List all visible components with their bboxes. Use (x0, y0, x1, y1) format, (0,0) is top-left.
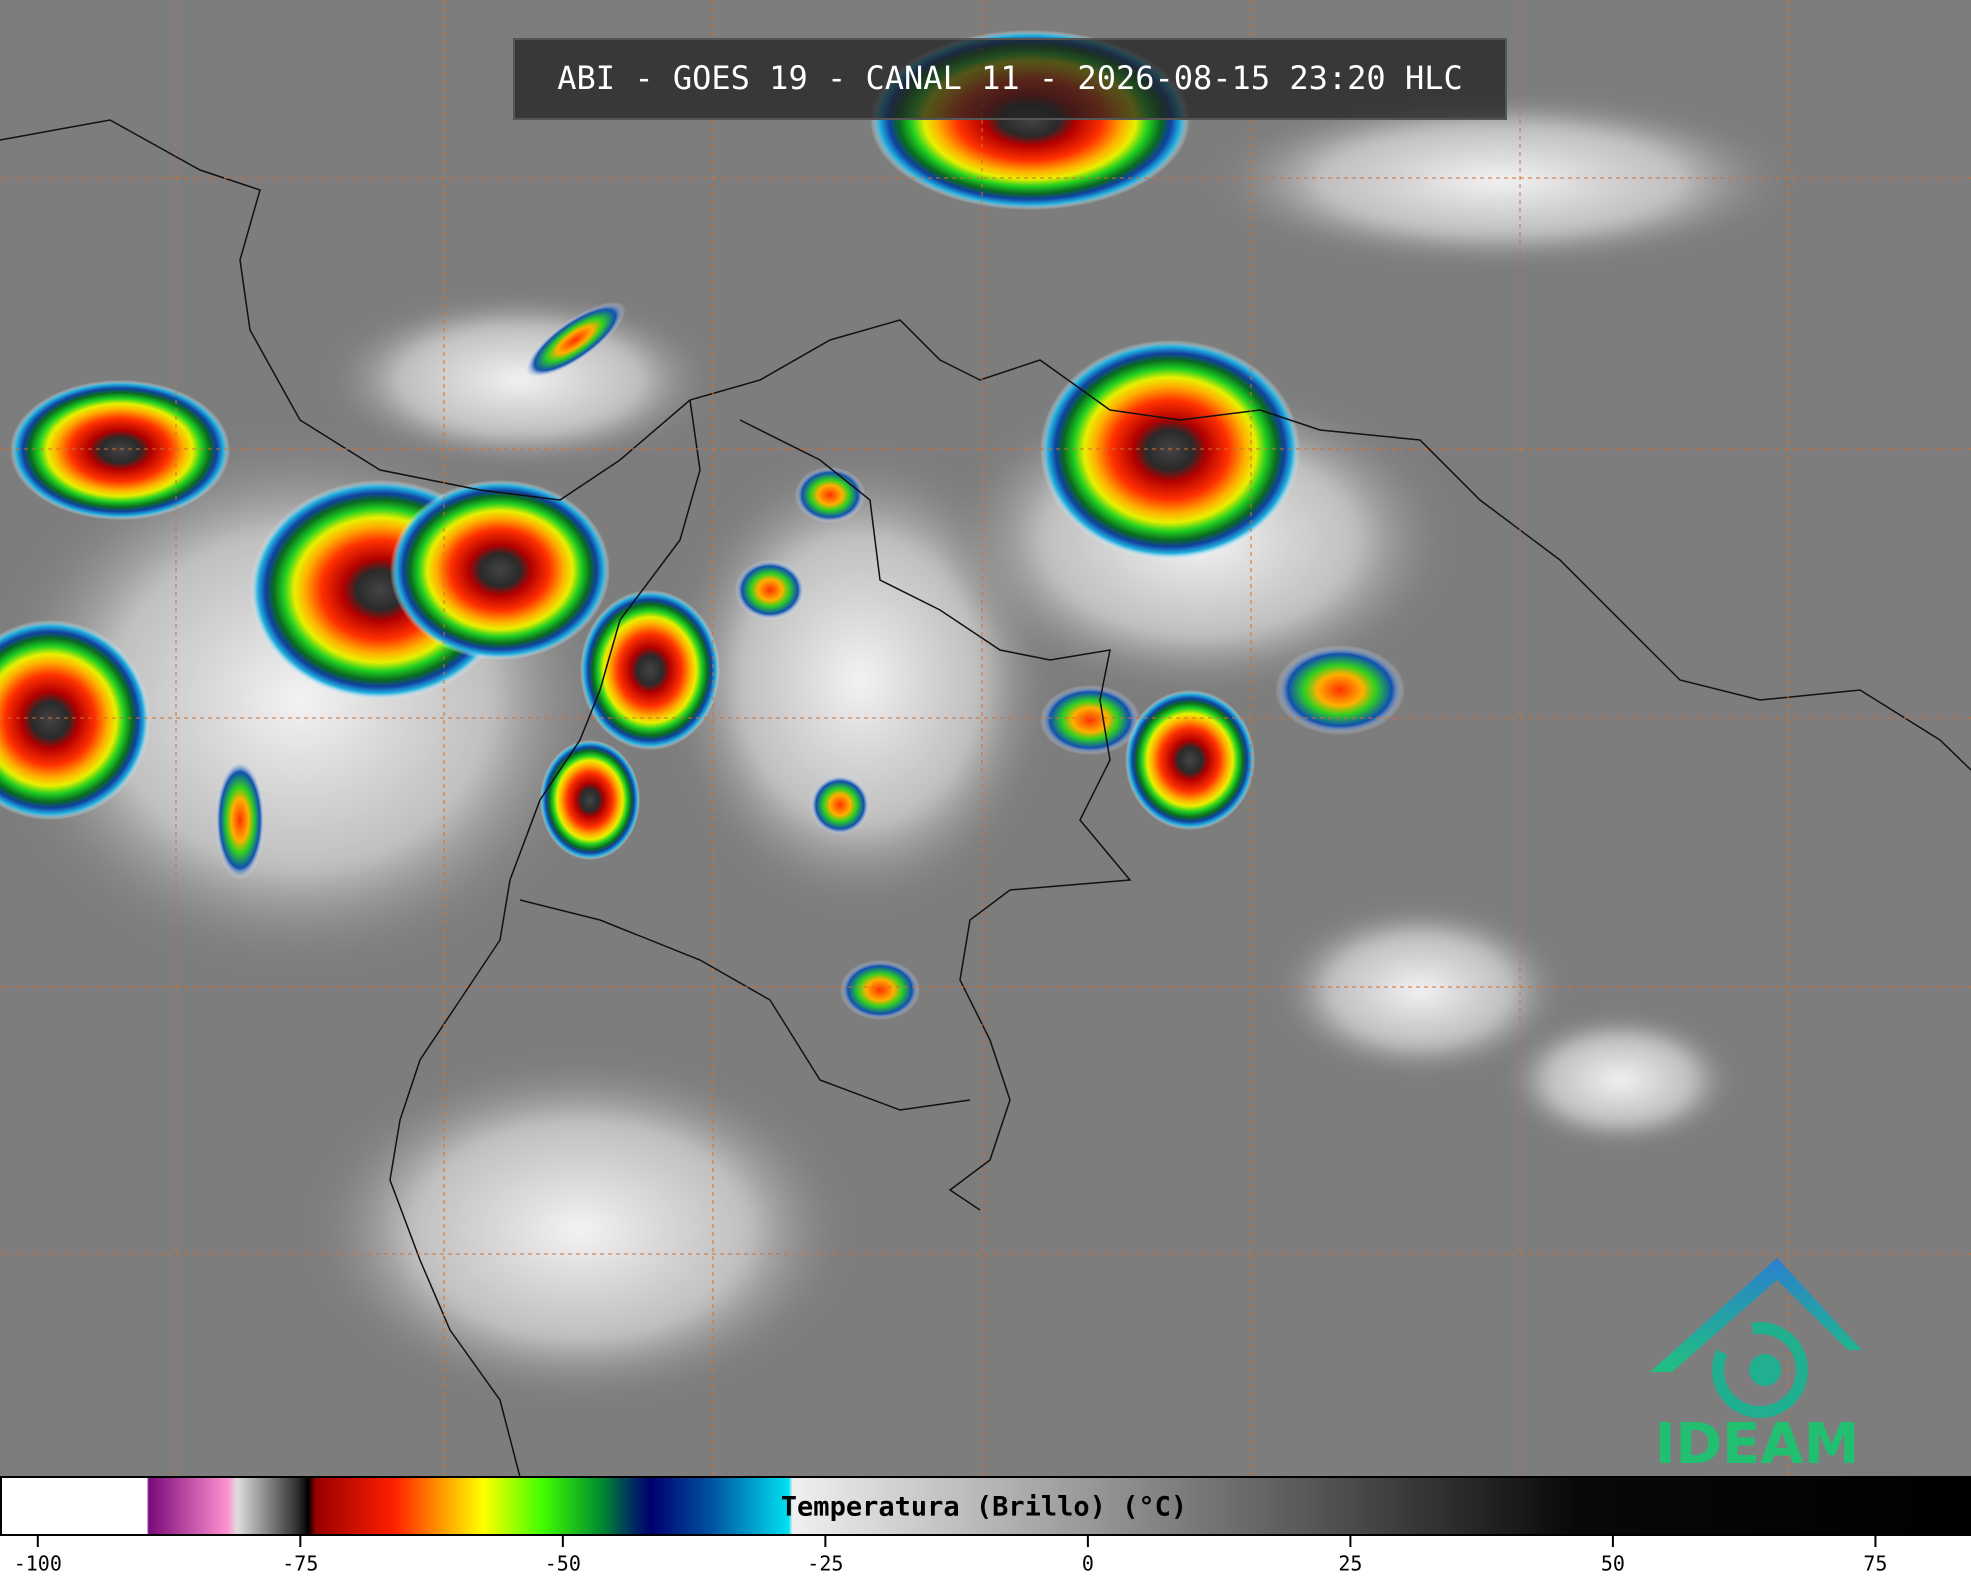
colorbar-tick-label: -75 (282, 1552, 318, 1576)
colorbar-tick-label: -100 (14, 1552, 62, 1576)
borders (0, 119, 1971, 1478)
logo-roof (1650, 1258, 1862, 1372)
colorbar-tick-label: 50 (1601, 1552, 1625, 1576)
colorbar-label: Temperatura (Brillo) (°C) (781, 1492, 1187, 1523)
logo-text: IDEAM (1655, 1412, 1860, 1477)
colorbar: Temperatura (Brillo) (°C) -100 -75 -50 -25 0… (0, 1476, 1971, 1577)
logo-eye (1749, 1354, 1781, 1386)
map (0, 0, 1971, 1478)
title-background (513, 38, 1507, 120)
title-box: ABI - GOES 19 - CANAL 11 - 2026-08-15 23… (513, 38, 1507, 120)
graticule (0, 0, 1971, 1477)
colorbar-gradient (0, 1476, 1971, 1536)
storms (0, 30, 1405, 1020)
title: ABI - GOES 19 - CANAL 11 - 2026-08-15 23… (557, 59, 1462, 97)
colorbar-tick-label: -50 (545, 1552, 581, 1576)
colorbar-tick-label: -25 (807, 1552, 843, 1576)
clouds (0, 90, 1800, 1410)
colorbar-tick-label: 75 (1863, 1552, 1887, 1576)
logo: IDEAM (1650, 1258, 1862, 1477)
colorbar-tick-label: 0 (1082, 1552, 1094, 1576)
colorbar-tick-label: 25 (1338, 1552, 1362, 1576)
logo-swirl (1712, 1322, 1808, 1418)
